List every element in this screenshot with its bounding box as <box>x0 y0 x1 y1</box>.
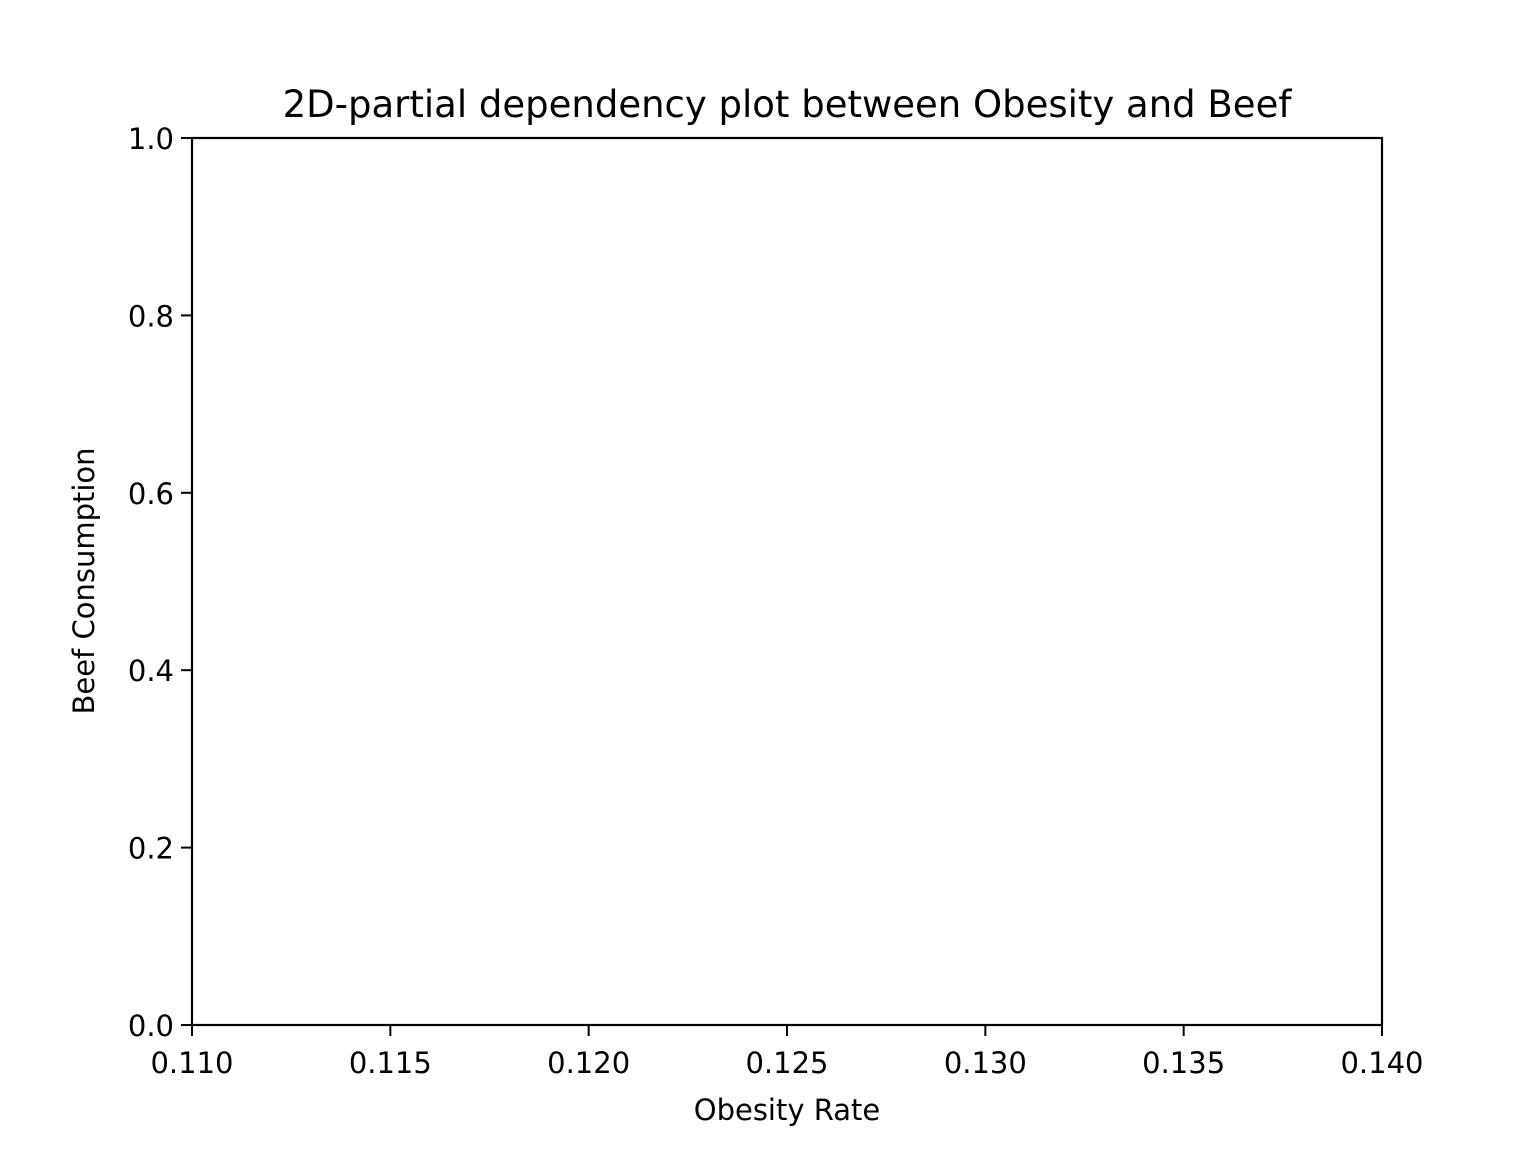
x-tick-label: 0.135 <box>1142 1046 1225 1080</box>
x-tick-label: 0.110 <box>150 1046 233 1080</box>
x-axis-label: Obesity Rate <box>694 1093 881 1127</box>
x-tick-label: 0.120 <box>547 1046 630 1080</box>
x-tick-label: 0.125 <box>745 1046 828 1080</box>
y-tick-label: 0.8 <box>128 299 174 333</box>
y-tick-label: 0.0 <box>128 1009 174 1043</box>
x-axis-ticks: 0.110 0.115 0.120 0.125 0.130 0.135 0.140 <box>150 1025 1424 1080</box>
y-tick-label: 1.0 <box>128 122 174 156</box>
y-axis-ticks: 0.0 0.2 0.4 0.6 0.8 1.0 <box>128 122 192 1043</box>
x-tick-label: 0.130 <box>944 1046 1027 1080</box>
y-axis-label: Beef Consumption <box>67 447 101 714</box>
plot-area-frame <box>190 136 1384 1027</box>
y-tick-label: 0.2 <box>128 832 174 866</box>
x-tick-label: 0.140 <box>1340 1046 1423 1080</box>
x-tick-label: 0.115 <box>349 1046 432 1080</box>
y-tick-label: 0.4 <box>128 654 174 688</box>
y-tick-label: 0.6 <box>128 477 174 511</box>
chart-title: 2D-partial dependency plot between Obesi… <box>283 83 1293 126</box>
